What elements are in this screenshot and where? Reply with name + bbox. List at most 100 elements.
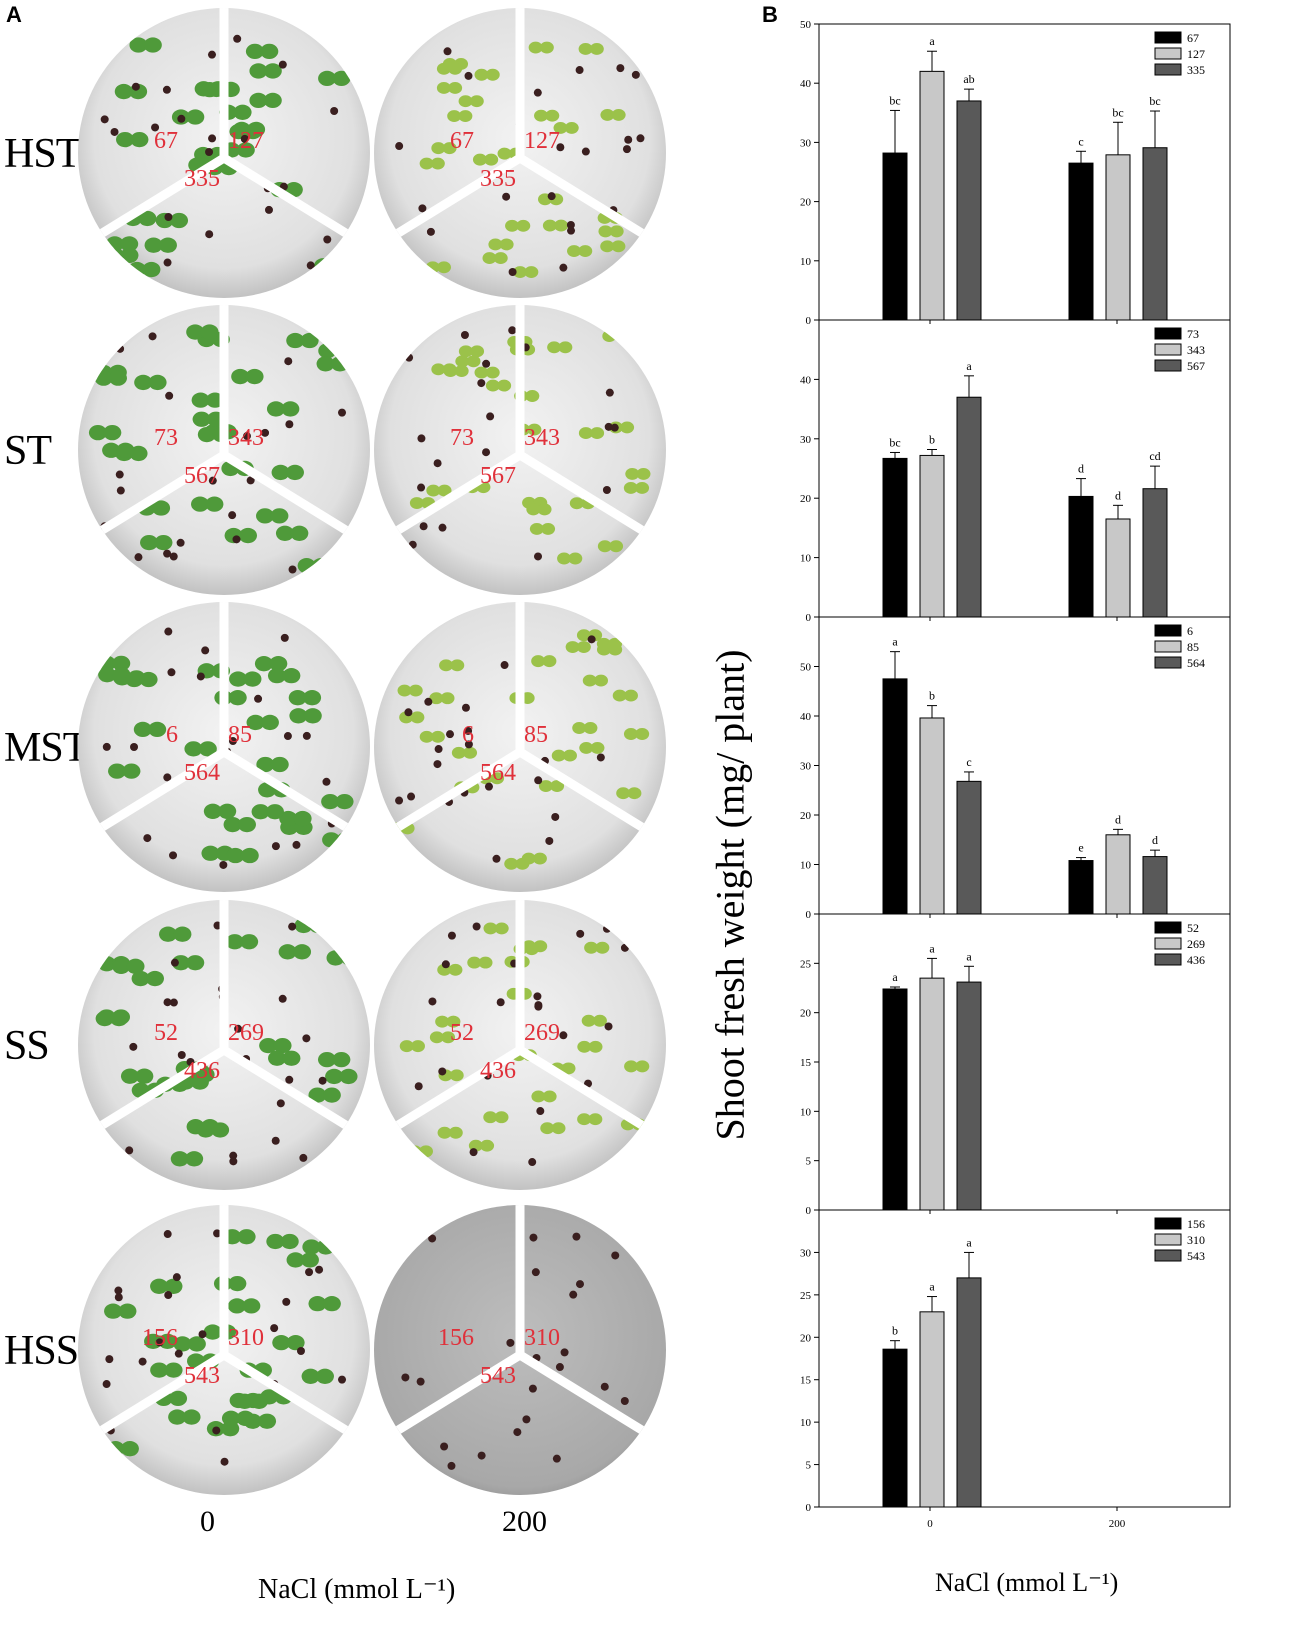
seedling-icon: [531, 655, 557, 668]
seedling-icon: [526, 503, 552, 516]
significance-letter: c: [1078, 134, 1083, 148]
seed-icon: [169, 851, 178, 860]
legend-swatch: [1154, 327, 1182, 340]
seed-icon: [234, 1024, 243, 1033]
legend-label: 73: [1187, 327, 1199, 341]
seed-icon: [486, 412, 495, 421]
bar: [919, 70, 945, 321]
seed-icon: [196, 672, 205, 681]
sector-divider: [221, 1351, 370, 1449]
seed-icon: [624, 135, 633, 144]
seedling-icon: [203, 803, 237, 819]
seed-icon: [276, 1099, 285, 1108]
seedling-icon: [596, 643, 623, 656]
seedling-icon: [474, 366, 500, 379]
seed-icon: [559, 263, 568, 272]
seed-icon: [395, 796, 404, 805]
seed-icon: [569, 1290, 578, 1299]
legend-swatch: [1154, 359, 1182, 372]
seed-icon: [330, 106, 339, 115]
seed-icon: [278, 994, 287, 1003]
seedling-icon: [316, 356, 349, 372]
y-tick-label: 20: [800, 810, 812, 822]
seed-icon: [414, 1082, 423, 1091]
y-tick-label: 30: [800, 761, 812, 773]
seedling-icon: [565, 641, 591, 653]
seed-icon: [207, 50, 216, 59]
seed-icon: [438, 523, 447, 532]
seed-icon: [169, 552, 178, 561]
seed-icon: [460, 331, 469, 340]
seedling-icon: [437, 1126, 463, 1139]
seedling-icon: [271, 464, 304, 481]
seedling-icon: [173, 1336, 206, 1352]
seed-icon: [428, 1234, 437, 1243]
seedling-icon: [626, 857, 652, 870]
seedling-icon: [256, 756, 289, 773]
seed-icon: [631, 70, 640, 79]
significance-letter: b: [929, 689, 935, 703]
line-label: 564: [184, 760, 220, 786]
seed-icon: [284, 357, 293, 366]
seedling-icon: [557, 552, 583, 565]
seedling-icon: [106, 1441, 139, 1457]
seed-icon: [114, 1286, 123, 1295]
seed-icon: [165, 391, 174, 400]
seed-icon: [605, 388, 614, 397]
group-label: ST: [4, 428, 52, 474]
seed-icon: [461, 703, 470, 712]
seed-icon: [288, 565, 297, 574]
line-label: 67: [154, 128, 178, 154]
seed-icon: [433, 459, 442, 468]
seed-icon: [536, 1107, 545, 1116]
seedling-icon: [134, 374, 167, 391]
legend-swatch: [1154, 953, 1182, 966]
line-label: 52: [450, 1020, 474, 1046]
seedling-icon: [125, 671, 158, 688]
seedling-icon: [225, 934, 259, 950]
y-tick-label: 5: [806, 1156, 812, 1168]
seedling-icon: [308, 1296, 341, 1312]
seed-icon: [482, 359, 491, 368]
seed-icon: [416, 1377, 425, 1386]
bar: [1105, 834, 1131, 915]
significance-letter: a: [929, 34, 935, 48]
seed-icon: [446, 730, 455, 739]
significance-letter: b: [929, 432, 935, 446]
line-label: 6: [166, 722, 178, 748]
seedling-icon: [94, 370, 127, 386]
seedling-icon: [436, 81, 463, 94]
seedling-icon: [227, 1298, 261, 1314]
y-tick-label: 20: [800, 1008, 812, 1020]
seedling-icon: [245, 43, 279, 60]
seed-icon: [282, 1297, 291, 1306]
seed-icon: [208, 134, 217, 143]
bar: [882, 152, 908, 321]
seedling-icon: [602, 330, 628, 343]
seed-icon: [506, 1338, 515, 1347]
seed-icon: [534, 776, 543, 785]
line-label: 567: [480, 463, 516, 489]
seed-icon: [500, 661, 509, 670]
seedling-icon: [249, 92, 282, 109]
seedling-icon: [226, 847, 259, 864]
significance-letter: a: [892, 635, 898, 649]
seedling-icon: [435, 1015, 461, 1028]
seedling-icon: [184, 741, 217, 757]
seed-icon: [264, 205, 273, 214]
seed-icon: [233, 34, 242, 43]
line-label: 85: [228, 722, 252, 748]
bar: [956, 396, 982, 618]
seed-icon: [528, 1384, 537, 1393]
seed-icon: [100, 115, 109, 124]
bar: [882, 1348, 908, 1508]
seedling-icon: [598, 225, 624, 238]
seedling-icon: [102, 442, 135, 458]
seedling-icon: [483, 1111, 509, 1124]
panel-b-xaxis-title: NaCl (mmol L⁻¹): [935, 1568, 1119, 1597]
seed-icon: [408, 540, 417, 549]
seed-icon: [155, 1338, 164, 1347]
significance-letter: a: [929, 941, 935, 955]
seedling-icon: [578, 427, 605, 440]
line-label: 6: [462, 722, 474, 748]
